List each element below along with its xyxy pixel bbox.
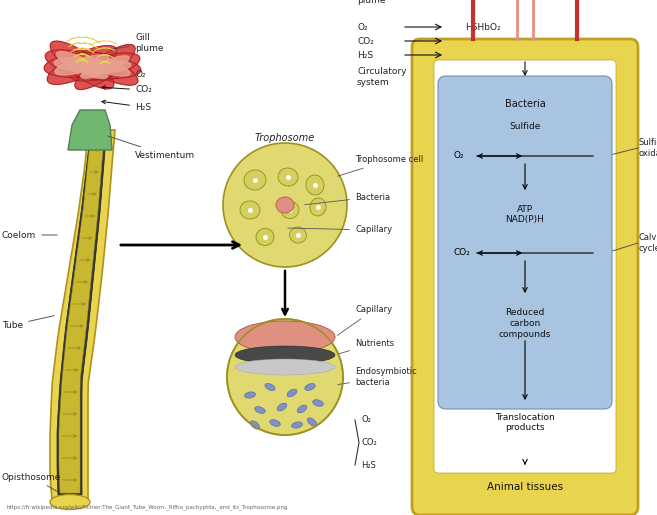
Text: CO₂: CO₂: [454, 249, 471, 258]
Ellipse shape: [244, 170, 266, 190]
Polygon shape: [57, 127, 107, 495]
Ellipse shape: [277, 403, 287, 411]
Text: Translocation
products: Translocation products: [495, 413, 555, 433]
Ellipse shape: [310, 198, 326, 216]
Ellipse shape: [287, 389, 297, 397]
Text: ATP
NAD(P)H: ATP NAD(P)H: [506, 205, 545, 225]
Text: CO₂: CO₂: [102, 85, 152, 94]
Polygon shape: [70, 53, 140, 81]
Text: Sulfide: Sulfide: [509, 122, 541, 131]
Text: O₂: O₂: [357, 23, 368, 31]
Ellipse shape: [265, 383, 275, 390]
Polygon shape: [45, 50, 119, 80]
Ellipse shape: [235, 321, 335, 353]
Text: Coelom: Coelom: [2, 231, 57, 239]
Polygon shape: [80, 58, 130, 76]
FancyBboxPatch shape: [438, 76, 612, 409]
Ellipse shape: [240, 201, 260, 219]
Ellipse shape: [250, 421, 260, 429]
Text: Capillary: Capillary: [337, 305, 392, 335]
Text: CO₂: CO₂: [357, 37, 374, 45]
Polygon shape: [55, 55, 109, 75]
Ellipse shape: [278, 168, 298, 186]
Text: CO₂: CO₂: [361, 438, 376, 447]
Text: H₂S: H₂S: [102, 100, 151, 112]
Ellipse shape: [307, 418, 317, 426]
Ellipse shape: [290, 227, 307, 243]
Text: Reduced
carbon
compounds: Reduced carbon compounds: [499, 308, 551, 339]
Text: Vestimentum: Vestimentum: [108, 136, 195, 160]
Polygon shape: [50, 41, 114, 89]
Ellipse shape: [235, 346, 335, 364]
Polygon shape: [75, 44, 135, 90]
Polygon shape: [47, 46, 117, 84]
Polygon shape: [57, 52, 108, 78]
Ellipse shape: [313, 400, 323, 406]
Polygon shape: [69, 56, 141, 78]
Text: H₂S: H₂S: [357, 50, 373, 60]
Text: Bacteria: Bacteria: [505, 99, 545, 109]
Text: Gill
plume: Gill plume: [357, 0, 386, 5]
Ellipse shape: [244, 392, 256, 398]
Text: HSHbO₂: HSHbO₂: [465, 23, 501, 31]
Ellipse shape: [281, 201, 299, 218]
Text: Calvin
cycle: Calvin cycle: [638, 233, 657, 253]
Polygon shape: [72, 49, 138, 85]
Text: Gill
plume: Gill plume: [111, 33, 164, 53]
Polygon shape: [81, 56, 129, 78]
Polygon shape: [50, 130, 115, 500]
Text: Tube: Tube: [2, 316, 55, 330]
Text: O₂: O₂: [361, 416, 371, 424]
Ellipse shape: [270, 420, 281, 426]
Text: Endosymbiotic
bacteria: Endosymbiotic bacteria: [338, 367, 417, 387]
Ellipse shape: [276, 197, 294, 213]
Text: Nutrients: Nutrients: [338, 338, 394, 354]
Polygon shape: [79, 61, 131, 73]
Text: Circulatory
system: Circulatory system: [357, 67, 407, 87]
Polygon shape: [54, 58, 110, 73]
Ellipse shape: [256, 229, 274, 246]
Ellipse shape: [235, 359, 335, 375]
Polygon shape: [68, 110, 112, 150]
Circle shape: [223, 143, 347, 267]
Ellipse shape: [255, 407, 265, 414]
Text: Sulfide
oxidation: Sulfide oxidation: [638, 139, 657, 158]
Polygon shape: [59, 127, 105, 493]
Text: https://fr.wikipedia.org/wiki/Fichier:The_Giant_Tube_Worm,_Riftia_pachyptila,_an: https://fr.wikipedia.org/wiki/Fichier:Th…: [7, 504, 288, 510]
Text: Bacteria: Bacteria: [305, 193, 390, 204]
Text: O₂: O₂: [454, 151, 464, 161]
Ellipse shape: [305, 384, 315, 390]
Circle shape: [227, 319, 343, 435]
Text: O₂: O₂: [102, 71, 146, 79]
Polygon shape: [44, 53, 120, 77]
Text: Animal tissues: Animal tissues: [487, 482, 563, 492]
Text: Opisthosome: Opisthosome: [2, 472, 61, 492]
FancyBboxPatch shape: [412, 39, 638, 515]
Text: Trophosome cell: Trophosome cell: [338, 156, 423, 176]
Ellipse shape: [292, 422, 302, 428]
Ellipse shape: [297, 405, 307, 413]
Ellipse shape: [306, 175, 324, 195]
FancyBboxPatch shape: [434, 60, 616, 473]
Text: H₂S: H₂S: [361, 460, 376, 470]
Ellipse shape: [50, 494, 90, 509]
Text: Trophosome: Trophosome: [255, 133, 315, 143]
Text: Capillary: Capillary: [288, 226, 392, 234]
